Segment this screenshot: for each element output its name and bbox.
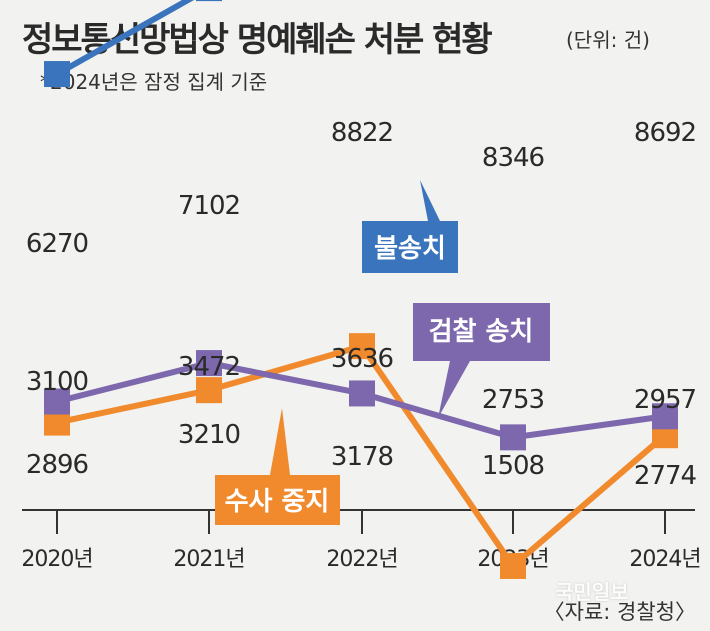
value-label-2-2: 3636 <box>331 344 393 374</box>
x-tick-label-1: 2021년 <box>173 547 244 572</box>
value-label-2-1: 3210 <box>178 420 240 450</box>
value-label-1-4: 2957 <box>634 385 696 415</box>
series-name-box-0 <box>362 221 458 273</box>
series-0-point-0 <box>44 61 70 88</box>
value-label-1-3: 2753 <box>482 385 544 415</box>
watermark-logo: 국민일보 <box>555 580 629 604</box>
series-name-box-2 <box>215 475 340 525</box>
series-1-point-3 <box>500 424 526 451</box>
series-name-label-2: 수사 중지 <box>225 487 330 517</box>
series-line-0 <box>55 0 195 77</box>
value-label-1-2: 3178 <box>331 442 393 472</box>
value-label-2-3: 1508 <box>482 451 544 481</box>
series-2-point-3 <box>500 552 526 579</box>
value-label-0-1: 7102 <box>178 191 240 221</box>
x-tick-label-0: 2020년 <box>21 547 92 572</box>
value-label-0-2: 8822 <box>331 118 393 148</box>
series-2-point-2 <box>349 333 375 360</box>
series-1-point-4 <box>652 403 678 430</box>
footnote: *2024년은 잠정 집계 기준 <box>40 70 268 94</box>
series-name-pointer-1 <box>438 361 470 418</box>
value-label-0-4: 8692 <box>634 118 696 148</box>
chart-title: 정보통신망법상 명예훼손 처분 현황 <box>22 20 493 60</box>
series-name-label-1: 검찰 송치 <box>429 317 534 347</box>
value-label-1-1: 3472 <box>178 352 240 382</box>
x-tick-label-2: 2022년 <box>326 547 397 572</box>
value-label-1-0: 3100 <box>26 367 88 397</box>
series-2-point-1 <box>196 377 222 404</box>
value-label-2-4: 2774 <box>634 461 697 491</box>
value-label-2-0: 2896 <box>26 450 88 480</box>
series-name-pointer-0 <box>420 180 440 221</box>
series-name-pointer-2 <box>270 408 290 475</box>
series-name-label-0: 불송치 <box>374 234 446 264</box>
series-0-point-1 <box>196 0 222 2</box>
unit-label: (단위: 건) <box>566 28 650 52</box>
series-1-point-1 <box>196 350 222 377</box>
series-1-point-2 <box>349 380 375 407</box>
value-label-0-3: 8346 <box>482 143 544 173</box>
series-name-box-1 <box>413 303 550 361</box>
x-tick-label-4: 2024년 <box>629 547 700 572</box>
value-label-0-0: 6270 <box>26 229 88 259</box>
series-1-point-0 <box>44 388 70 415</box>
source-credit: 〈자료: 경찰청〉 <box>543 600 696 624</box>
